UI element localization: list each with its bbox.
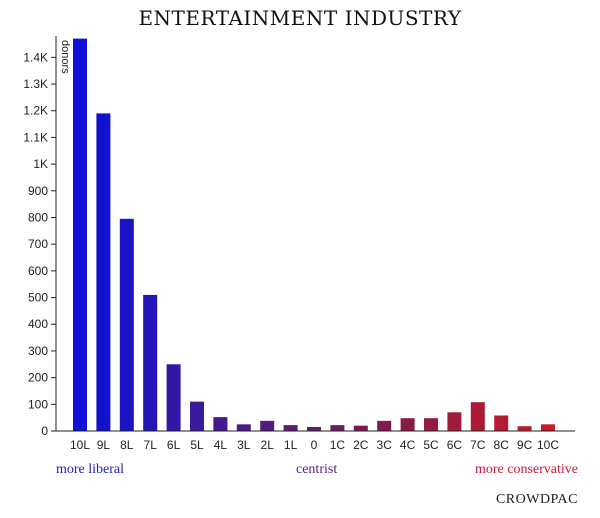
bar-1L <box>283 425 298 431</box>
x-tick-label: 2L <box>261 438 275 452</box>
x-tick-label: 2C <box>353 438 369 452</box>
x-tick-label: 0 <box>311 438 318 452</box>
x-tick-label: 4L <box>214 438 228 452</box>
more-conservative-label: more conservative <box>474 462 578 477</box>
y-tick-label: 1.1K <box>23 130 48 144</box>
y-tick-label: 700 <box>28 237 48 251</box>
x-tick-label: 1L <box>284 438 298 452</box>
x-tick-label: 6L <box>167 438 181 452</box>
more-liberal-label: more liberal <box>56 462 125 477</box>
y-tick-label: 0 <box>41 424 48 438</box>
y-tick-label: 100 <box>28 397 48 411</box>
bar-1C <box>330 425 345 431</box>
bar-5C <box>424 418 438 431</box>
bar-9C <box>517 426 532 431</box>
y-tick-label: 1K <box>33 157 48 171</box>
crowdpac-logo-text: CROWDPAC <box>495 492 578 507</box>
bar-6C <box>447 412 462 431</box>
bar-4L <box>213 417 228 431</box>
bar-10C <box>541 424 555 431</box>
bar-8L <box>119 218 134 431</box>
y-tick-label: 1.4K <box>23 50 48 64</box>
bars <box>73 38 555 432</box>
bar-3L <box>236 424 251 431</box>
x-tick-label: 9L <box>97 438 111 452</box>
bar-2L <box>260 420 275 431</box>
x-axis: 10L 9L 8L 7L 6L 5L 4L 3L 2L 1L 0 1C 2C 3C 4C 5C 6C 7C 8C 9C… <box>56 430 575 452</box>
bar-5L <box>190 401 204 431</box>
bar-6L <box>166 364 181 431</box>
y-tick-label: 1.2K <box>23 104 48 118</box>
y-tick-label: 500 <box>28 291 48 305</box>
centrist-label: centrist <box>296 462 338 477</box>
x-tick-label: 8C <box>494 438 510 452</box>
bar-7L <box>143 294 158 431</box>
y-tick-label: 300 <box>28 344 48 358</box>
x-tick-label: 3C <box>377 438 393 452</box>
bar-3C <box>377 420 392 431</box>
y-tick-label: 400 <box>28 317 48 331</box>
x-tick-label: 7L <box>144 438 158 452</box>
x-tick-label: 6C <box>447 438 463 452</box>
x-tick-label: 10L <box>70 438 90 452</box>
bar-10L <box>73 38 87 432</box>
y-tick-label: 600 <box>28 264 48 278</box>
x-tick-label: 5L <box>190 438 204 452</box>
x-tick-label: 9C <box>517 438 533 452</box>
bar-2C <box>353 425 368 431</box>
y-axis: 0 100 200 300 400 500 600 700 800 900 1K 1.1K 1.2K 1.… <box>23 36 57 438</box>
x-tick-label: 7C <box>470 438 486 452</box>
bar-7C <box>470 402 485 431</box>
y-tick-label: 200 <box>28 371 48 385</box>
bar-8C <box>494 415 509 431</box>
x-tick-label: 4C <box>400 438 416 452</box>
y-axis-title: donors <box>59 40 71 74</box>
x-tick-label: 1C <box>330 438 346 452</box>
bar-9L <box>96 113 111 431</box>
bar-0 <box>307 426 321 431</box>
bar-4C <box>400 418 415 431</box>
x-tick-label: 8L <box>120 438 134 452</box>
y-tick-label: 800 <box>28 210 48 224</box>
x-tick-label: 5C <box>423 438 439 452</box>
x-tick-label: 3L <box>237 438 251 452</box>
x-tick-label: 10C <box>537 438 559 452</box>
y-tick-label: 1.3K <box>23 77 48 91</box>
y-tick-label: 900 <box>28 184 48 198</box>
chart-title: ENTERTAINMENT INDUSTRY <box>138 6 462 30</box>
